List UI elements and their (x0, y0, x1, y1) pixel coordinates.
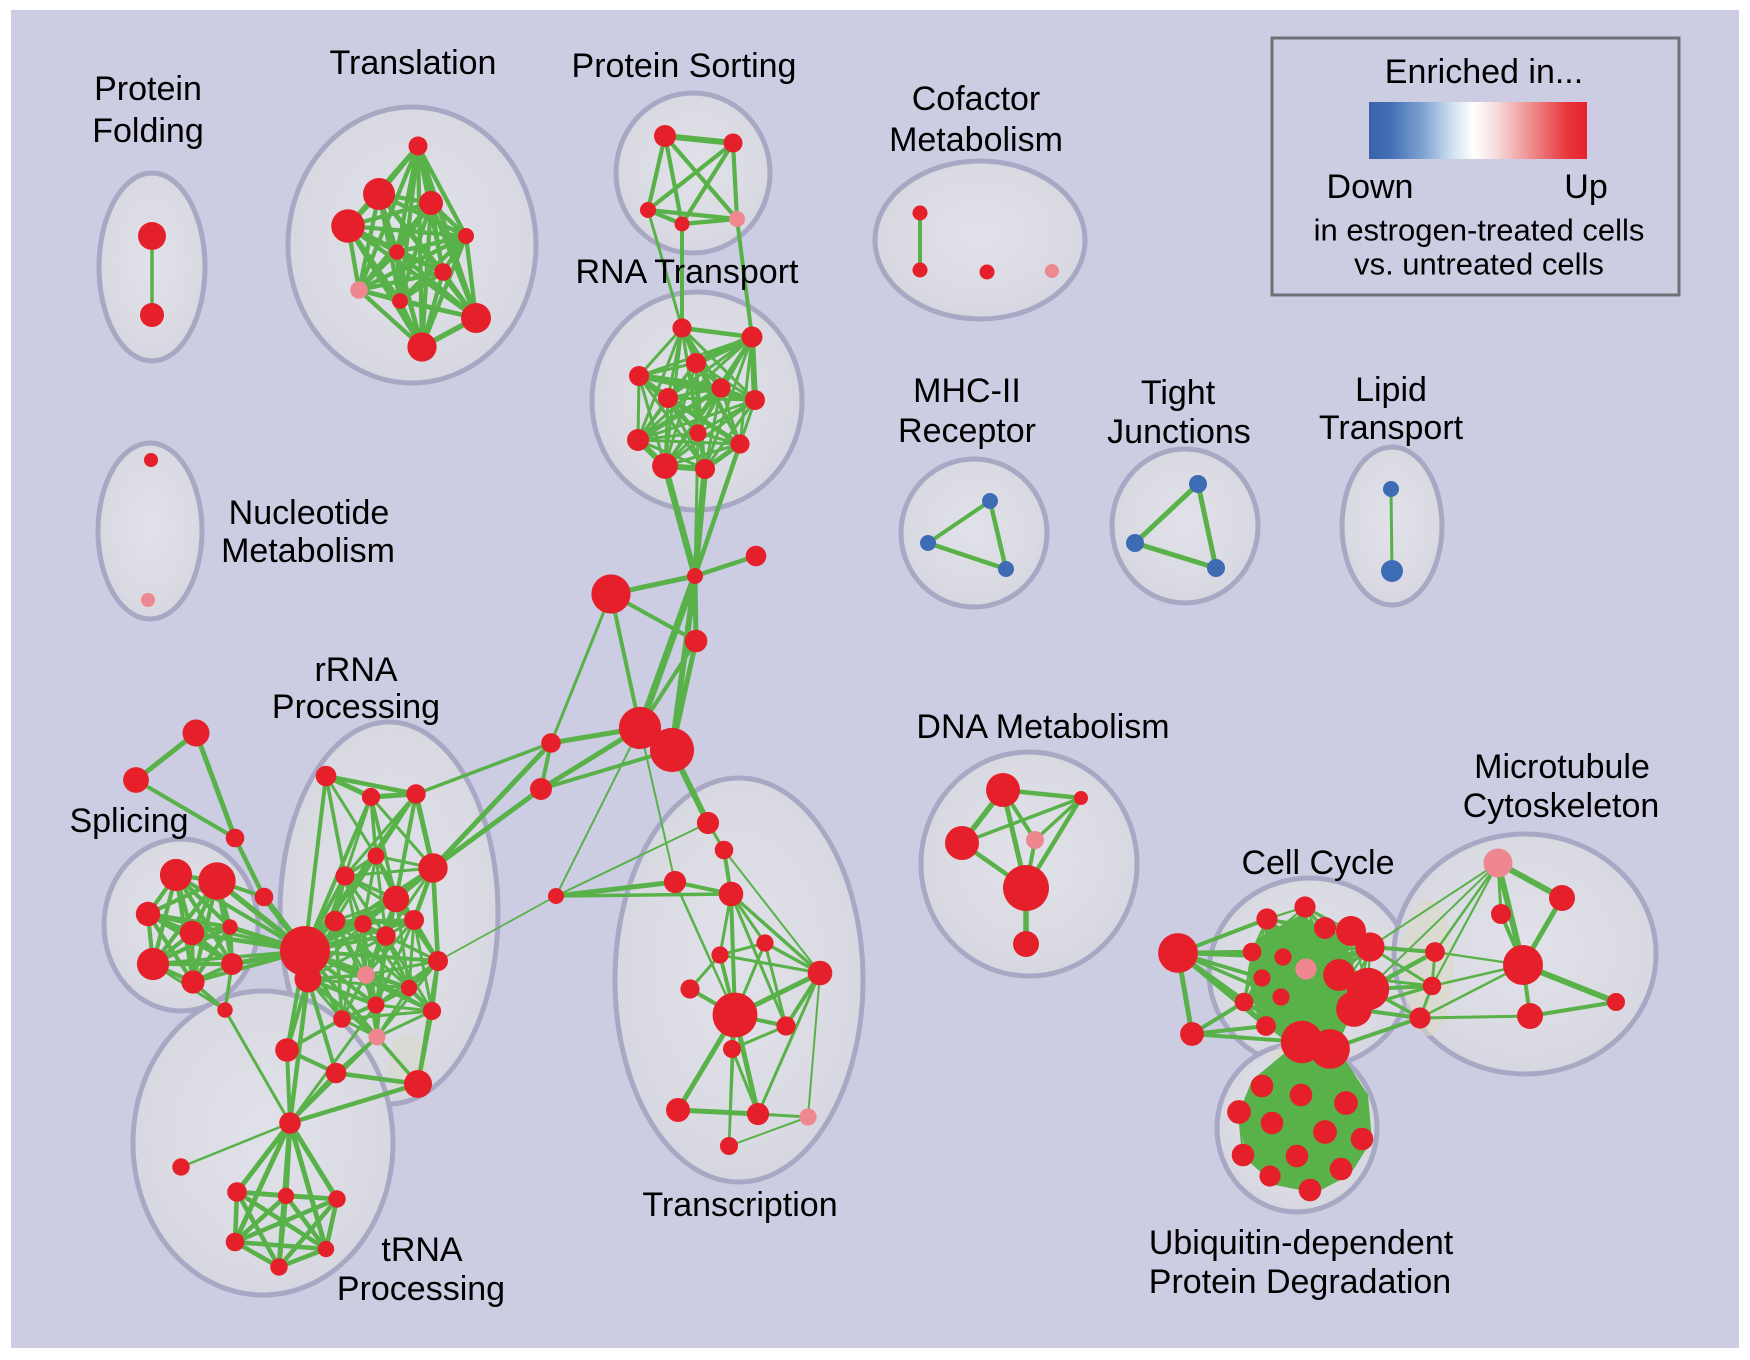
svg-text:Metabolism: Metabolism (221, 532, 395, 570)
svg-text:Folding: Folding (92, 112, 204, 150)
svg-text:Metabolism: Metabolism (889, 121, 1063, 159)
svg-text:RNA Transport: RNA Transport (576, 253, 800, 291)
svg-text:Transport: Transport (1319, 409, 1464, 447)
svg-text:MHC-II: MHC-II (913, 372, 1021, 410)
svg-text:DNA Metabolism: DNA Metabolism (916, 708, 1169, 746)
svg-text:Cofactor: Cofactor (912, 80, 1041, 118)
svg-text:Cytoskeleton: Cytoskeleton (1463, 787, 1660, 825)
svg-text:Protein Degradation: Protein Degradation (1149, 1263, 1451, 1301)
svg-text:Protein: Protein (94, 70, 202, 108)
svg-text:Enriched in...: Enriched in... (1385, 53, 1583, 91)
svg-text:vs. untreated cells: vs. untreated cells (1354, 247, 1604, 282)
svg-text:Lipid: Lipid (1355, 371, 1427, 409)
svg-text:rRNA: rRNA (314, 651, 397, 689)
svg-text:Tight: Tight (1141, 374, 1216, 412)
svg-text:Up: Up (1564, 168, 1607, 206)
svg-text:in estrogen-treated cells: in estrogen-treated cells (1314, 213, 1645, 248)
svg-text:Down: Down (1327, 168, 1414, 206)
svg-text:Cell Cycle: Cell Cycle (1241, 844, 1394, 882)
svg-text:Processing: Processing (337, 1270, 505, 1308)
svg-text:Receptor: Receptor (898, 412, 1036, 450)
svg-text:Translation: Translation (330, 44, 497, 82)
svg-text:Transcription: Transcription (642, 1186, 837, 1224)
svg-text:Protein Sorting: Protein Sorting (572, 47, 797, 85)
svg-text:Splicing: Splicing (69, 802, 188, 840)
svg-text:Nucleotide: Nucleotide (229, 494, 390, 532)
svg-text:Microtubule: Microtubule (1474, 748, 1650, 786)
svg-text:Junctions: Junctions (1107, 413, 1251, 451)
svg-text:Ubiquitin-dependent: Ubiquitin-dependent (1149, 1224, 1454, 1262)
svg-text:Processing: Processing (272, 688, 440, 726)
svg-text:tRNA: tRNA (381, 1231, 463, 1269)
